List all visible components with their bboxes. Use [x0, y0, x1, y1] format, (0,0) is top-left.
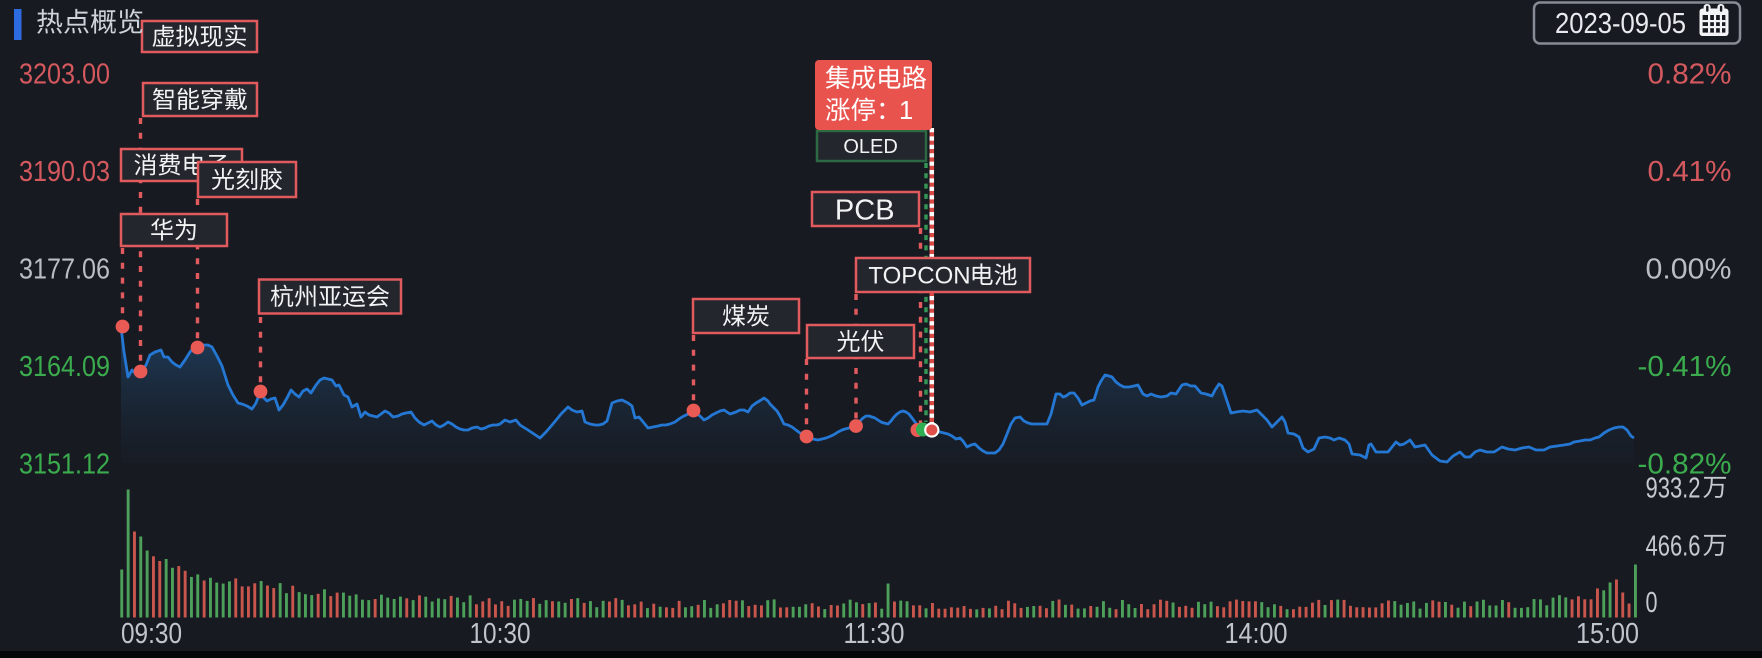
- svg-text:466.6: 466.6: [1646, 530, 1701, 562]
- svg-text:-0.82%: -0.82%: [1638, 448, 1732, 480]
- svg-text:0.41%: 0.41%: [1648, 156, 1732, 188]
- svg-text:3151.12: 3151.12: [19, 448, 110, 480]
- svg-text:3164.09: 3164.09: [19, 351, 110, 383]
- svg-text:09:30: 09:30: [121, 618, 182, 650]
- svg-text:0.00%: 0.00%: [1646, 253, 1732, 285]
- svg-text:1: 1: [899, 97, 913, 125]
- svg-text:0: 0: [1646, 587, 1658, 619]
- svg-text:-0.41%: -0.41%: [1638, 351, 1732, 383]
- svg-text:933.2: 933.2: [1646, 472, 1701, 504]
- svg-text:OLED: OLED: [843, 136, 897, 158]
- svg-text:11:30: 11:30: [844, 618, 905, 650]
- svg-text:15:00: 15:00: [1576, 618, 1639, 650]
- svg-text:10:30: 10:30: [470, 618, 531, 650]
- svg-text:3190.03: 3190.03: [19, 156, 110, 188]
- svg-text:0.82%: 0.82%: [1648, 58, 1732, 90]
- svg-text:TOPCON: TOPCON: [868, 263, 970, 290]
- svg-text:3203.00: 3203.00: [19, 58, 110, 90]
- svg-text:14:00: 14:00: [1225, 618, 1288, 650]
- svg-text:2023-09-05: 2023-09-05: [1555, 8, 1686, 40]
- svg-text:3177.06: 3177.06: [19, 253, 110, 285]
- svg-text:PCB: PCB: [835, 194, 895, 226]
